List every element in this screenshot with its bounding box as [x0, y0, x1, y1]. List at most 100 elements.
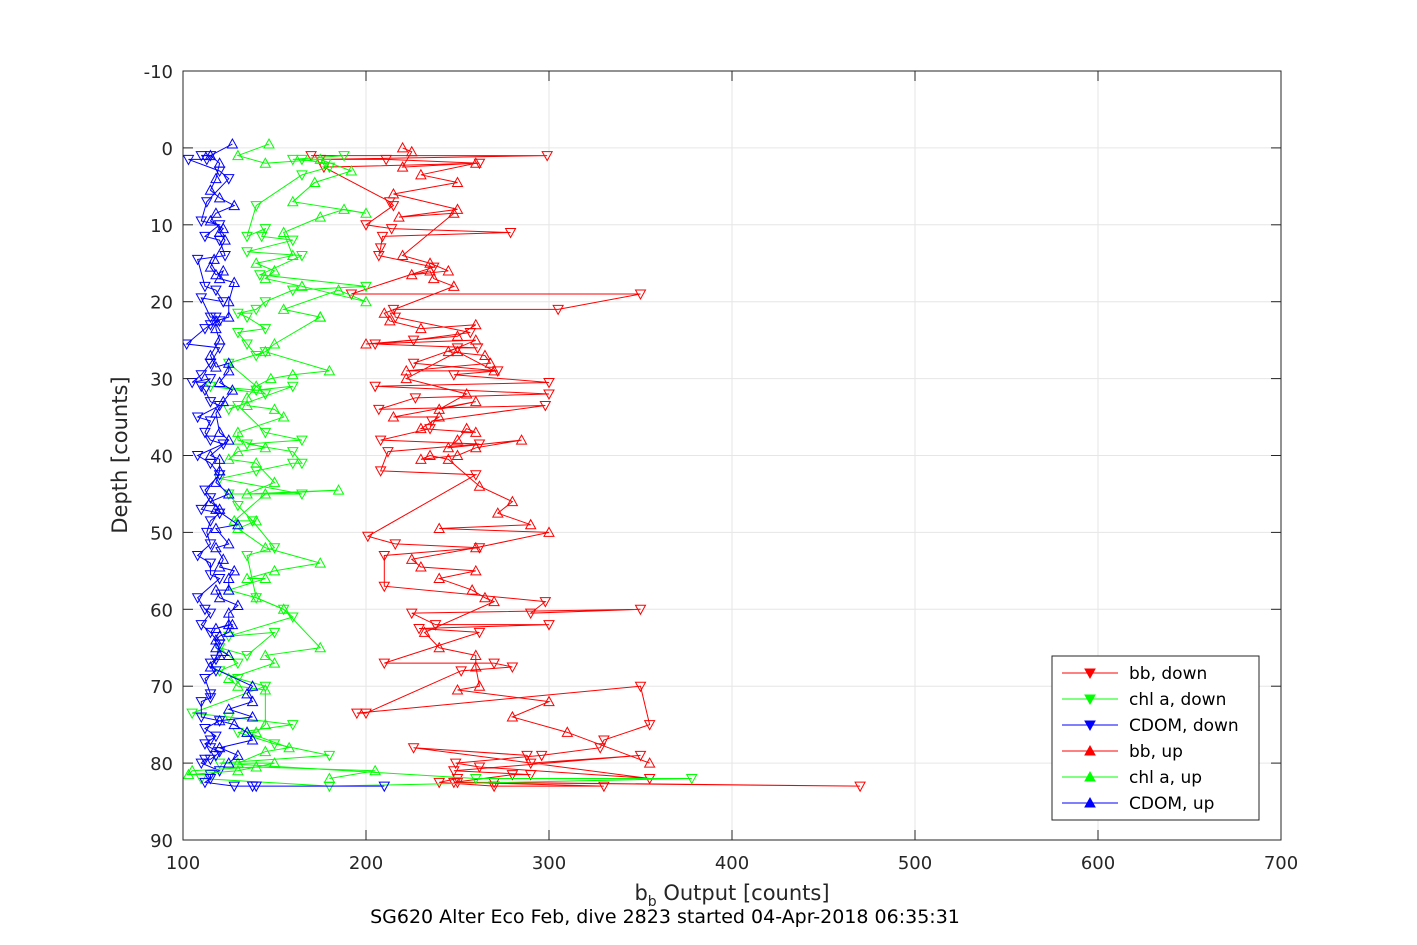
- y-tick-label: 20: [150, 293, 173, 314]
- data-point: [195, 293, 208, 304]
- data-point: [598, 781, 610, 793]
- data-point: [405, 608, 418, 620]
- data-point: [222, 672, 235, 684]
- data-point: [217, 264, 230, 276]
- data-point: [451, 345, 464, 357]
- data-point: [232, 764, 244, 776]
- data-point: [413, 624, 425, 635]
- data-point: [259, 297, 272, 308]
- data-point: [232, 445, 244, 457]
- data-point: [543, 695, 555, 707]
- data-point: [228, 781, 241, 793]
- series-chl-a-up: [183, 138, 381, 783]
- data-point: [259, 345, 272, 357]
- y-tick-label: 0: [162, 139, 173, 160]
- data-point: [204, 397, 217, 408]
- data-point: [286, 235, 299, 247]
- data-point: [405, 268, 418, 280]
- data-point: [466, 584, 478, 595]
- legend: bb, down chl a, down CDOM, down bb, up chl a…: [1051, 655, 1260, 821]
- data-point: [433, 641, 446, 653]
- data-point: [268, 739, 281, 750]
- data-point: [286, 285, 299, 297]
- data-point: [195, 758, 208, 770]
- data-point: [552, 304, 564, 316]
- data-point: [213, 464, 226, 476]
- data-point: [204, 416, 217, 427]
- data-point: [222, 607, 235, 618]
- data-point: [323, 364, 336, 376]
- x-axis-label-main: b: [634, 881, 647, 905]
- data-point: [241, 231, 253, 243]
- data-point: [277, 603, 290, 614]
- data-point: [332, 484, 345, 495]
- data-point: [191, 593, 204, 604]
- data-point: [374, 435, 387, 447]
- data-point: [195, 370, 208, 381]
- data-point: [219, 251, 231, 262]
- data-point: [199, 485, 211, 497]
- data-point: [228, 276, 241, 287]
- data-point: [504, 227, 517, 239]
- data-point: [210, 584, 222, 595]
- data-point: [539, 401, 552, 412]
- y-tick-label: 50: [150, 523, 173, 544]
- data-point: [222, 757, 235, 768]
- data-point: [213, 376, 226, 387]
- data-point: [204, 558, 217, 570]
- data-point: [305, 151, 317, 162]
- data-point: [232, 518, 244, 530]
- data-point: [204, 381, 217, 393]
- x-tick-label: 500: [898, 853, 932, 874]
- x-axis-label: bb Output [counts]: [634, 881, 829, 910]
- y-axis-label: Depth [counts]: [108, 376, 132, 533]
- data-point: [263, 138, 275, 149]
- data-point: [479, 591, 491, 603]
- data-point: [473, 158, 486, 170]
- data-point: [400, 364, 413, 376]
- data-point: [405, 145, 418, 157]
- data-point: [213, 272, 226, 284]
- data-point: [228, 718, 241, 730]
- data-point: [241, 572, 253, 584]
- data-point: [374, 243, 387, 254]
- data-point: [204, 689, 217, 700]
- data-point: [369, 381, 381, 393]
- y-tick-label: 40: [150, 447, 173, 468]
- data-point: [226, 618, 239, 630]
- data-point: [396, 161, 409, 172]
- data-point: [259, 681, 272, 693]
- data-point: [222, 703, 235, 714]
- data-point: [442, 345, 455, 357]
- data-point: [241, 650, 253, 662]
- data-point: [232, 500, 244, 512]
- data-point: [222, 584, 235, 595]
- data-point: [241, 339, 253, 351]
- data-point: [415, 560, 427, 572]
- data-point: [232, 434, 244, 445]
- data-point: [685, 773, 698, 785]
- data-point: [199, 674, 211, 685]
- data-point: [204, 184, 217, 195]
- data-point: [222, 487, 235, 499]
- data-point: [246, 680, 259, 691]
- data-point: [314, 153, 327, 164]
- data-point: [372, 251, 385, 262]
- data-point: [191, 412, 204, 424]
- data-point: [268, 476, 281, 487]
- data-point: [308, 176, 321, 188]
- data-point: [199, 385, 211, 397]
- data-point: [213, 714, 226, 726]
- data-point: [469, 157, 482, 168]
- data-point: [469, 395, 482, 407]
- legend-swatch-marker: [1084, 796, 1096, 808]
- data-point: [213, 766, 226, 777]
- data-point: [286, 447, 299, 458]
- data-point: [219, 234, 231, 245]
- data-point: [491, 507, 504, 518]
- data-point: [451, 203, 464, 214]
- data-point: [473, 543, 486, 554]
- data-point: [543, 389, 555, 401]
- data-point: [204, 770, 217, 781]
- data-point: [387, 188, 400, 199]
